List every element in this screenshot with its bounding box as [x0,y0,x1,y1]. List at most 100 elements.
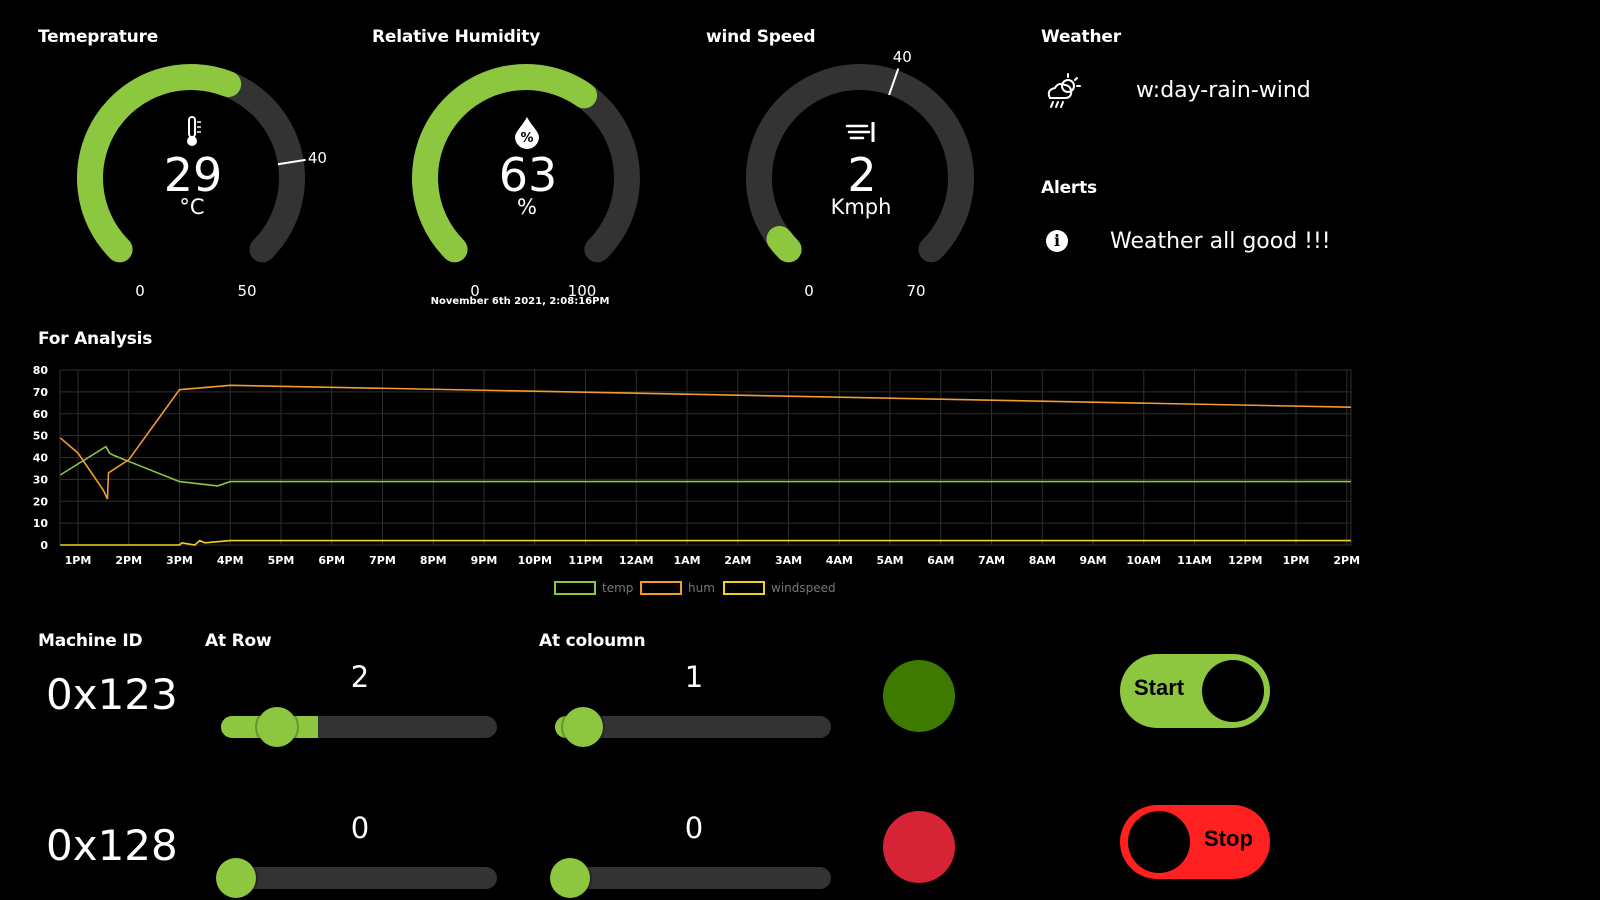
x-tick-label: 7PM [369,554,396,567]
machine-id: 0x123 [46,670,178,719]
gauge-value-arc [766,226,802,263]
x-tick-label: 2PM [1333,554,1360,567]
analysis-title: For Analysis [38,329,153,349]
gauge-min-label: 0 [470,282,480,300]
y-tick-label: 70 [33,386,49,399]
at-column-header: At coloumn [539,631,646,651]
humidity-drop-icon: % [515,117,539,149]
gauge-value: 63 [499,148,558,202]
x-tick-label: 9AM [1079,554,1106,567]
status-led [883,660,955,732]
column-slider-track[interactable] [555,867,831,889]
x-tick-label: 6AM [927,554,954,567]
gauge-value-arc [412,64,598,263]
timestamp: November 6th 2021, 2:08:16PM [431,296,610,307]
x-tick-label: 1PM [65,554,92,567]
x-tick-label: 8AM [1029,554,1056,567]
y-tick-label: 0 [40,539,48,552]
gauge-max-label: 100 [568,282,597,300]
svg-text:%: % [520,131,533,146]
x-tick-label: 11PM [568,554,602,567]
wind-speed-title: wind Speed [706,27,816,47]
x-tick-label: 10PM [518,554,552,567]
x-tick-label: 11AM [1177,554,1212,567]
x-tick-label: 7AM [978,554,1005,567]
temperature-title: Temeprature [38,27,159,47]
toggle-label: Stop [1204,826,1253,851]
row-slider-track[interactable] [221,867,497,889]
gauge-unit: % [517,195,537,219]
machine-id-header: Machine ID [38,631,143,651]
alert-text: Weather all good !!! [1110,229,1331,254]
stop-toggle[interactable]: Stop [1120,805,1270,879]
row-slider-thumb[interactable] [216,858,256,898]
x-tick-label: 12AM [619,554,654,567]
gauge-max-label: 70 [906,282,925,300]
column-value: 0 [684,811,704,845]
y-tick-label: 60 [33,408,49,421]
day-rain-wind-icon [1044,72,1084,110]
x-tick-label: 4AM [826,554,853,567]
gauge-min-label: 0 [804,282,814,300]
x-tick-label: 2PM [115,554,142,567]
y-tick-label: 40 [33,452,49,465]
y-tick-label: 30 [33,473,49,486]
thermometer-icon [187,116,201,146]
x-tick-label: 8PM [420,554,447,567]
legend-label-windspeed: windspeed [771,581,836,595]
series-line-windspeed [60,539,1351,546]
column-slider-thumb[interactable] [563,707,603,747]
at-row-header: At Row [205,631,272,651]
row-value: 0 [350,811,370,845]
legend-label-temp: temp [602,581,633,595]
status-led [883,811,955,883]
x-tick-label: 3PM [166,554,193,567]
x-tick-label: 1AM [673,554,700,567]
column-slider-track[interactable] [555,716,831,738]
weather-text: w:day-rain-wind [1136,78,1311,103]
alerts-title: Alerts [1041,178,1097,198]
gauge-unit: Kmph [831,195,892,219]
series-line-temp [59,445,1351,487]
y-tick-label: 10 [33,517,49,530]
legend-swatch-windspeed [723,581,765,595]
x-tick-label: 5AM [876,554,903,567]
column-slider-thumb[interactable] [550,858,590,898]
y-tick-label: 20 [33,495,49,508]
toggle-knob [1128,811,1190,873]
info-icon: i [1046,230,1068,252]
gauge-unit: °C [179,195,204,219]
row-slider-thumb[interactable] [257,707,297,747]
humidity-gauge: 0 100%63% [412,64,640,300]
legend-swatch-temp [554,581,596,595]
gauge-value: 29 [164,148,223,202]
gauge-threshold-label: 40 [308,149,327,167]
toggle-label: Start [1134,675,1185,700]
legend-label-hum: hum [688,581,715,595]
x-tick-label: 2AM [724,554,751,567]
y-tick-label: 80 [33,364,49,377]
start-toggle[interactable]: Start [1120,654,1270,728]
x-tick-label: 4PM [217,554,244,567]
x-tick-label: 1PM [1283,554,1310,567]
row-value: 2 [350,660,370,694]
gauge-value-arc [77,64,242,263]
analysis-line-chart: 0 10 20 30 40 50 60 70 80 1PM 2PM 3PM 4PM 5PM 6PM 7PM 8P… [33,364,1360,595]
x-tick-label: 12PM [1228,554,1262,567]
gauge-min-label: 0 [135,282,145,300]
x-tick-label: 3AM [775,554,802,567]
y-tick-label: 50 [33,430,49,443]
wind-icon [845,122,875,142]
toggle-knob [1202,660,1264,722]
weather-title: Weather [1041,27,1121,47]
x-tick-label: 5PM [268,554,295,567]
column-value: 1 [684,660,704,694]
series-line-hum [59,384,1352,500]
gauge-max-label: 50 [237,282,256,300]
x-tick-label: 10AM [1126,554,1161,567]
x-tick-label: 6PM [318,554,345,567]
legend-swatch-hum [640,581,682,595]
x-tick-label: 9PM [471,554,498,567]
